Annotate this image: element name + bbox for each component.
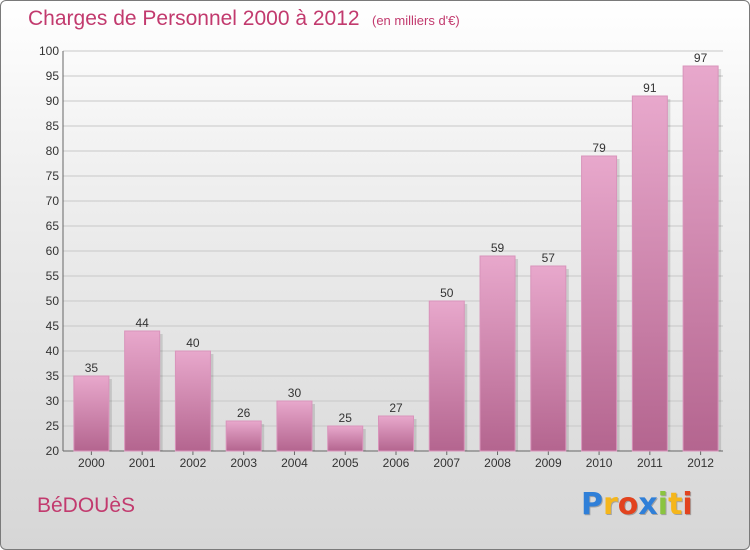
bar-2004 xyxy=(276,400,313,452)
y-tick-label: 30 xyxy=(46,394,60,408)
y-tick-label: 70 xyxy=(46,194,60,208)
bar-2001 xyxy=(124,330,161,452)
x-tick-label: 2005 xyxy=(332,456,359,470)
chart-subtitle: (en milliers d'€) xyxy=(372,13,460,28)
y-tick-label: 75 xyxy=(46,169,60,183)
data-label: 50 xyxy=(440,286,454,300)
data-label: 25 xyxy=(339,411,353,425)
data-label: 35 xyxy=(85,361,99,375)
bar-2006 xyxy=(378,415,414,452)
x-tick-label: 2004 xyxy=(281,456,308,470)
y-tick-label: 55 xyxy=(46,269,60,283)
data-label: 91 xyxy=(643,81,657,95)
x-tick-label: 2002 xyxy=(180,456,207,470)
logo-letter: P xyxy=(581,487,603,522)
data-label: 30 xyxy=(288,386,302,400)
bar-2007 xyxy=(428,300,465,452)
y-tick-label: 45 xyxy=(46,319,60,333)
data-label: 26 xyxy=(237,406,251,420)
y-tick-label: 90 xyxy=(46,94,60,108)
y-tick-label: 85 xyxy=(46,119,60,133)
data-label: 57 xyxy=(542,251,556,265)
bar-2010 xyxy=(581,155,618,452)
x-tick-label: 2011 xyxy=(637,456,663,470)
y-tick-label: 25 xyxy=(46,419,60,433)
data-label: 44 xyxy=(135,316,149,330)
y-tick-label: 65 xyxy=(46,219,60,233)
commune-name: BéDOUèS xyxy=(37,494,136,517)
bars xyxy=(73,65,722,452)
data-label: 27 xyxy=(389,401,403,415)
logo-letter: o xyxy=(617,487,639,522)
logo-letter: r xyxy=(603,487,618,522)
y-tick-label: 100 xyxy=(39,44,59,58)
x-tick-label: 2006 xyxy=(383,456,410,470)
bar-2005 xyxy=(327,425,364,452)
data-label: 97 xyxy=(694,51,708,65)
x-tick-label: 2009 xyxy=(535,456,562,470)
chart-title: Charges de Personnel 2000 à 2012 xyxy=(28,7,360,30)
bar-2011 xyxy=(631,95,668,452)
logo-letter: i xyxy=(682,487,693,522)
x-tick-label: 2010 xyxy=(586,456,613,470)
bar-2003 xyxy=(225,420,262,452)
data-labels: 35 44 40 26 30 25 27 50 59 57 79 91 97 xyxy=(85,51,708,425)
y-tick-label: 80 xyxy=(46,144,60,158)
bar-2009 xyxy=(530,265,567,452)
x-tick-label: 2003 xyxy=(230,456,257,470)
x-tick-label: 2008 xyxy=(484,456,511,470)
y-tick-label: 60 xyxy=(46,244,60,258)
bar-2000 xyxy=(73,375,110,452)
logo-letter: x xyxy=(638,487,658,522)
bar-2012 xyxy=(682,65,719,452)
y-tick-label: 20 xyxy=(46,444,60,458)
x-tick-label: 2000 xyxy=(78,456,105,470)
y-tick-label: 95 xyxy=(46,69,60,83)
data-label: 79 xyxy=(592,141,606,155)
proxiti-logo[interactable]: Proxiti xyxy=(581,487,693,522)
y-tick-label: 50 xyxy=(46,294,60,308)
x-tick-label: 2012 xyxy=(687,456,714,470)
data-label: 59 xyxy=(491,241,505,255)
x-tick-label: 2001 xyxy=(129,456,156,470)
y-tick-label: 35 xyxy=(46,369,60,383)
x-tick-label: 2007 xyxy=(433,456,460,470)
logo-letter: i xyxy=(657,487,669,522)
logo-letter: t xyxy=(668,487,683,522)
bar-2008 xyxy=(479,255,516,452)
bar-2002 xyxy=(174,350,211,452)
y-tick-label: 40 xyxy=(46,344,60,358)
data-label: 40 xyxy=(186,336,200,350)
